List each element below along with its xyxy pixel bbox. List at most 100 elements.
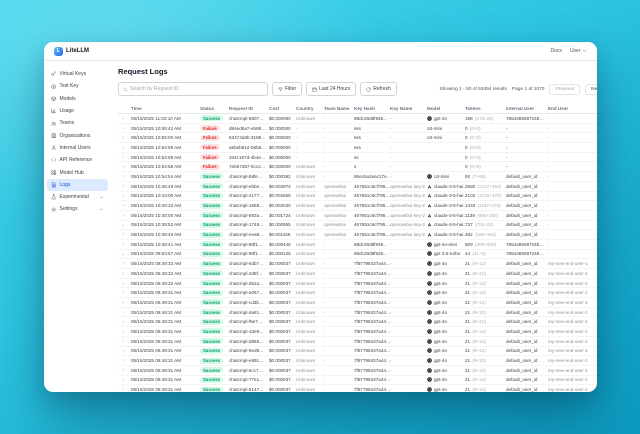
table-row[interactable]: 05/15/2025 10:45:49 AM Success chatcmpl-eb… [118, 182, 597, 192]
table-row[interactable]: 05/15/2025 08:49:31 AM Success chatcmpl-61… [118, 385, 597, 392]
table-row[interactable]: 05/15/2025 10:55:00 AM Failure 63474a9b-31… [118, 133, 597, 144]
cell-request-id[interactable]: chatcmpl-a067… [229, 290, 264, 296]
table-row[interactable]: 05/15/2025 10:54:59 AM Failure a5beb81d-b8… [118, 143, 597, 153]
row-expand-toggle[interactable] [118, 378, 131, 383]
sidebar-item-test-key[interactable]: Test Key [47, 80, 108, 92]
table-row[interactable]: 05/15/2025 10:39:46 AM Success chatcmpl-ee… [118, 230, 597, 240]
cell-request-id[interactable]: chatcmpl-da81… [229, 309, 264, 315]
table-row[interactable]: 05/15/2025 10:39:53 AM Success chatcmpl-17… [118, 221, 597, 231]
table-row[interactable]: 05/15/2025 10:55:42 AM Failure d84ed5a7-eb… [118, 124, 597, 134]
cell-request-id[interactable]: d84ed5a7-eb88… [229, 125, 266, 131]
row-expand-toggle[interactable] [118, 116, 131, 121]
row-expand-toggle[interactable] [118, 290, 131, 295]
sidebar-item-teams[interactable]: Teams [47, 117, 108, 129]
table-row[interactable]: 05/15/2025 08:49:31 AM Success chatcmpl-e8… [118, 356, 597, 366]
row-expand-toggle[interactable] [118, 174, 131, 179]
sidebar-item-logs[interactable]: Logs [47, 178, 108, 191]
cell-request-id[interactable]: chatcmpl-ebbe… [229, 183, 264, 189]
user-menu[interactable]: User [570, 48, 587, 54]
cell-request-id[interactable]: chatcmpl-d865… [229, 338, 264, 344]
table-row[interactable]: 05/15/2025 08:49:31 AM Success chatcmpl-da… [118, 308, 597, 318]
table-row[interactable]: 05/15/2025 08:49:31 AM Success chatcmpl-f5… [118, 317, 597, 328]
row-expand-toggle[interactable] [118, 261, 131, 266]
table-row[interactable]: 05/15/2025 08:49:32 AM Success chatcmpl-2d… [118, 269, 597, 279]
row-expand-toggle[interactable] [118, 145, 131, 150]
row-expand-toggle[interactable] [118, 252, 131, 257]
table-row[interactable]: 05/15/2025 08:49:32 AM Success chatcmpl-6d… [118, 259, 597, 269]
cell-request-id[interactable]: 7eb67387-6cc2… [229, 164, 266, 170]
cell-request-id[interactable]: a5beb81d-b8b8… [229, 144, 266, 150]
cell-request-id[interactable]: chatcmpl-2d8f… [229, 270, 263, 276]
cell-request-id[interactable]: chatcmpl-88f1… [229, 241, 263, 247]
row-expand-toggle[interactable] [118, 300, 131, 305]
cell-request-id[interactable]: chatcmpl-eea8… [229, 232, 264, 238]
time-range-button[interactable]: Last 24 Hours [306, 82, 357, 96]
table-row[interactable]: 05/15/2025 08:49:31 AM Success chatcmpl-6c… [118, 366, 597, 376]
table-row[interactable]: 05/15/2025 10:40:33 AM Success chatcmpl-18… [118, 201, 597, 211]
row-expand-toggle[interactable] [118, 232, 131, 237]
table-row[interactable]: 05/15/2025 10:54:58 AM Failure 7eb67387-6c… [118, 162, 597, 173]
cell-request-id[interactable]: 63474a9b-3188… [229, 135, 266, 141]
table-row[interactable]: 05/15/2025 10:43:00 AM Success chatcmpl-41… [118, 192, 597, 202]
row-expand-toggle[interactable] [118, 213, 131, 218]
sidebar-item-internal-users[interactable]: Internal Users [47, 142, 108, 154]
sidebar-item-settings[interactable]: Settings [47, 203, 108, 215]
previous-page-button[interactable]: Previous [549, 83, 581, 95]
row-expand-toggle[interactable] [118, 203, 131, 208]
table-row[interactable]: 05/15/2025 09:53:57 AM Success chatcmpl-88… [118, 250, 597, 260]
row-expand-toggle[interactable] [118, 320, 131, 325]
table-row[interactable]: 05/15/2025 08:49:31 AM Success chatcmpl-77… [118, 376, 597, 386]
row-expand-toggle[interactable] [118, 184, 131, 189]
row-expand-toggle[interactable] [118, 242, 131, 247]
cell-request-id[interactable]: chatcmpl-cd3b… [229, 299, 264, 305]
sidebar-item-organizations[interactable]: Organizations [47, 129, 108, 141]
row-expand-toggle[interactable] [118, 368, 131, 373]
table-row[interactable]: 05/15/2025 08:49:31 AM Success chatcmpl-6e… [118, 347, 597, 357]
row-expand-toggle[interactable] [118, 281, 131, 286]
row-expand-toggle[interactable] [118, 271, 131, 276]
sidebar-item-experimental[interactable]: Experimental [47, 191, 108, 203]
table-row[interactable]: 05/15/2025 08:49:31 AM Success chatcmpl-a0… [118, 288, 597, 299]
row-expand-toggle[interactable] [118, 194, 131, 199]
sidebar-item-api-reference[interactable]: API Reference [47, 154, 108, 166]
table-row[interactable]: 05/15/2025 08:49:32 AM Success chatcmpl-d5… [118, 279, 597, 289]
sidebar-item-model-hub[interactable]: Model Hub [47, 166, 108, 178]
row-expand-toggle[interactable] [118, 358, 131, 363]
cell-request-id[interactable]: chatcmpl-6cc7… [229, 367, 264, 373]
filter-button[interactable]: Filter [272, 82, 303, 96]
row-expand-toggle[interactable] [118, 339, 131, 344]
cell-request-id[interactable]: chatcmpl-4177… [229, 193, 264, 199]
cell-request-id[interactable]: chatcmpl-6db7… [229, 261, 264, 267]
cell-request-id[interactable]: chatcmpl-1858… [229, 203, 264, 209]
sidebar-item-virtual-keys[interactable]: Virtual Keys [47, 68, 108, 80]
cell-request-id[interactable]: chatcmpl-8807… [229, 115, 264, 121]
table-row[interactable]: 05/15/2025 10:54:54 AM Success chatcmpl-b8… [118, 172, 597, 182]
cell-request-id[interactable]: chatcmpl-f5e7… [229, 319, 263, 325]
table-row[interactable]: 05/15/2025 08:49:31 AM Success chatcmpl-d8… [118, 337, 597, 347]
cell-request-id[interactable]: chatcmpl-6147… [229, 387, 264, 392]
cell-request-id[interactable]: chatcmpl-1748… [229, 222, 264, 228]
cell-request-id[interactable]: chatcmpl-e891… [229, 358, 264, 364]
sidebar-item-usage[interactable]: Usage [47, 105, 108, 117]
row-expand-toggle[interactable] [118, 349, 131, 354]
row-expand-toggle[interactable] [118, 126, 131, 131]
search-input[interactable] [130, 86, 263, 92]
brand[interactable]: L LiteLLM [54, 46, 89, 56]
table-row[interactable]: 05/15/2025 11:02:10 AM Success chatcmpl-88… [118, 114, 597, 124]
cell-request-id[interactable]: chatcmpl-88f1… [229, 251, 263, 257]
row-expand-toggle[interactable] [118, 223, 131, 228]
table-row[interactable]: 05/15/2025 08:49:31 AM Success chatcmpl-43… [118, 327, 597, 337]
row-expand-toggle[interactable] [118, 155, 131, 160]
row-expand-toggle[interactable] [118, 165, 131, 170]
table-row[interactable]: 05/15/2025 10:38:41 AM Success chatcmpl-88… [118, 240, 597, 250]
table-row[interactable]: 05/15/2025 08:49:31 AM Success chatcmpl-cd… [118, 298, 597, 308]
row-expand-toggle[interactable] [118, 329, 131, 334]
row-expand-toggle[interactable] [118, 135, 131, 140]
next-page-button[interactable]: Next [585, 83, 597, 95]
cell-request-id[interactable]: chatcmpl-6ed8… [229, 348, 264, 354]
refresh-button[interactable]: Refresh [360, 82, 397, 96]
cell-request-id[interactable]: chatcmpl-d52a… [229, 280, 264, 286]
cell-request-id[interactable]: chatcmpl-43e9… [229, 328, 264, 334]
table-row[interactable]: 05/15/2025 10:40:00 AM Success chatcmpl-88… [118, 211, 597, 221]
sidebar-item-models[interactable]: Models [47, 93, 108, 105]
